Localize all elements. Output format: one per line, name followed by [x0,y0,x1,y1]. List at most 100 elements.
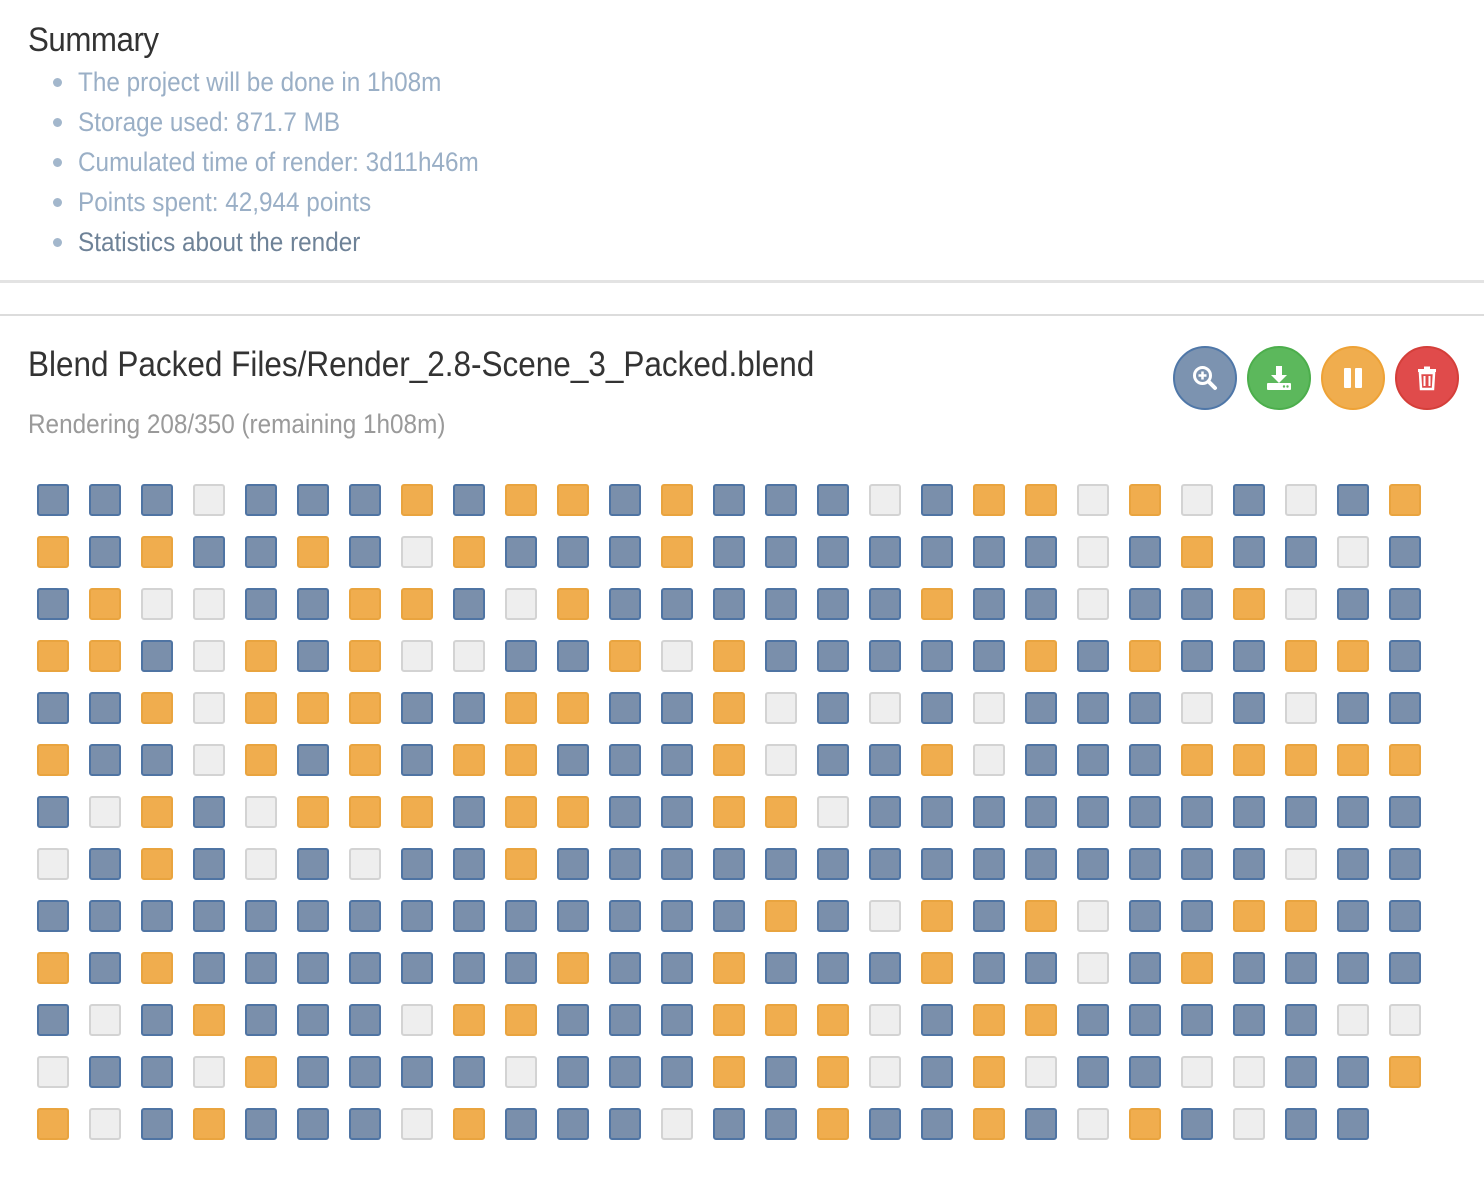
frame-tile-done[interactable] [245,1108,277,1140]
frame-tile-rendering[interactable] [661,536,693,568]
frame-tile-waiting[interactable] [1181,692,1213,724]
frame-tile-done[interactable] [557,1108,589,1140]
frame-tile-rendering[interactable] [557,952,589,984]
frame-tile-done[interactable] [1233,536,1265,568]
frame-tile-done[interactable] [973,588,1005,620]
frame-tile-rendering[interactable] [349,692,381,724]
frame-tile-done[interactable] [1025,536,1057,568]
frame-tile-done[interactable] [765,952,797,984]
frame-tile-done[interactable] [557,536,589,568]
frame-tile-done[interactable] [505,640,537,672]
frame-tile-done[interactable] [1285,1108,1317,1140]
frame-tile-rendering[interactable] [37,744,69,776]
pause-button[interactable] [1321,346,1385,410]
frame-tile-done[interactable] [765,640,797,672]
frame-tile-done[interactable] [1337,900,1369,932]
frame-tile-done[interactable] [557,640,589,672]
frame-tile-done[interactable] [1077,1004,1109,1036]
frame-tile-rendering[interactable] [505,848,537,880]
frame-tile-done[interactable] [37,692,69,724]
frame-tile-rendering[interactable] [1337,640,1369,672]
frame-tile-done[interactable] [1337,1108,1369,1140]
frame-tile-rendering[interactable] [1129,640,1161,672]
frame-tile-waiting[interactable] [89,1004,121,1036]
frame-tile-done[interactable] [297,484,329,516]
frame-tile-rendering[interactable] [921,952,953,984]
frame-tile-done[interactable] [609,952,641,984]
frame-tile-done[interactable] [193,796,225,828]
frame-tile-done[interactable] [1389,848,1421,880]
frame-tile-done[interactable] [817,588,849,620]
frame-tile-done[interactable] [661,692,693,724]
download-button[interactable] [1247,346,1311,410]
frame-tile-done[interactable] [1181,848,1213,880]
frame-tile-done[interactable] [921,1108,953,1140]
frame-tile-done[interactable] [37,796,69,828]
frame-tile-done[interactable] [1129,536,1161,568]
frame-tile-done[interactable] [921,536,953,568]
frame-tile-waiting[interactable] [661,640,693,672]
frame-tile-done[interactable] [245,1004,277,1036]
frame-tile-done[interactable] [609,536,641,568]
frame-tile-rendering[interactable] [89,640,121,672]
frame-tile-rendering[interactable] [1389,744,1421,776]
frame-tile-done[interactable] [713,484,745,516]
frame-tile-done[interactable] [505,536,537,568]
frame-tile-done[interactable] [349,1056,381,1088]
frame-tile-rendering[interactable] [141,848,173,880]
frame-tile-done[interactable] [713,900,745,932]
frame-tile-done[interactable] [609,1004,641,1036]
frame-tile-rendering[interactable] [817,1108,849,1140]
frame-tile-done[interactable] [1181,1108,1213,1140]
frame-tile-done[interactable] [1389,640,1421,672]
frame-tile-done[interactable] [713,588,745,620]
frame-tile-done[interactable] [297,952,329,984]
frame-tile-done[interactable] [505,900,537,932]
frame-tile-waiting[interactable] [765,692,797,724]
frame-tile-waiting[interactable] [1025,1056,1057,1088]
frame-tile-rendering[interactable] [245,640,277,672]
frame-tile-waiting[interactable] [89,796,121,828]
frame-tile-done[interactable] [1129,1056,1161,1088]
frame-tile-waiting[interactable] [193,692,225,724]
frame-tile-done[interactable] [921,484,953,516]
frame-tile-done[interactable] [453,484,485,516]
frame-tile-done[interactable] [973,900,1005,932]
frame-tile-done[interactable] [37,588,69,620]
frame-tile-rendering[interactable] [349,588,381,620]
frame-tile-done[interactable] [1389,900,1421,932]
frame-tile-rendering[interactable] [661,484,693,516]
frame-tile-waiting[interactable] [1077,952,1109,984]
frame-tile-rendering[interactable] [453,1004,485,1036]
frame-tile-done[interactable] [1077,796,1109,828]
frame-tile-rendering[interactable] [245,692,277,724]
frame-tile-waiting[interactable] [401,536,433,568]
frame-tile-done[interactable] [1389,692,1421,724]
frame-tile-done[interactable] [1077,1056,1109,1088]
frame-tile-done[interactable] [1285,952,1317,984]
frame-tile-done[interactable] [1025,588,1057,620]
frame-tile-done[interactable] [245,900,277,932]
frame-tile-rendering[interactable] [245,744,277,776]
frame-tile-done[interactable] [921,1056,953,1088]
frame-tile-done[interactable] [765,536,797,568]
frame-tile-rendering[interactable] [1285,640,1317,672]
frame-tile-done[interactable] [349,484,381,516]
frame-tile-rendering[interactable] [349,640,381,672]
frame-tile-done[interactable] [1129,692,1161,724]
frame-tile-waiting[interactable] [869,1056,901,1088]
frame-tile-rendering[interactable] [297,796,329,828]
frame-tile-waiting[interactable] [817,796,849,828]
frame-tile-rendering[interactable] [245,1056,277,1088]
frame-tile-done[interactable] [1337,848,1369,880]
frame-tile-rendering[interactable] [401,796,433,828]
frame-tile-done[interactable] [1025,744,1057,776]
frame-tile-waiting[interactable] [869,1004,901,1036]
frame-tile-done[interactable] [973,536,1005,568]
frame-tile-done[interactable] [557,744,589,776]
frame-tile-rendering[interactable] [921,744,953,776]
frame-tile-done[interactable] [141,484,173,516]
frame-tile-done[interactable] [1181,1004,1213,1036]
frame-tile-done[interactable] [193,952,225,984]
frame-tile-waiting[interactable] [401,640,433,672]
